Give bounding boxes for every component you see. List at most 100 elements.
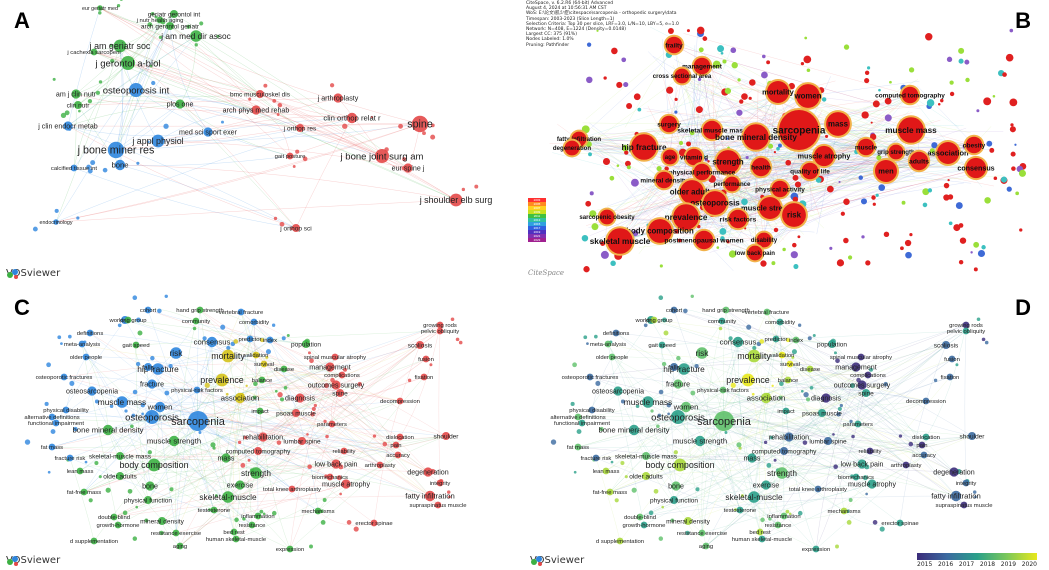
node-low-back-pain: low back pain (841, 459, 884, 469)
node-label: arthroplasty (365, 463, 396, 469)
edge (263, 363, 441, 484)
minor-node (164, 390, 170, 396)
node-circle (684, 517, 692, 525)
minor-node (199, 21, 204, 26)
edge (681, 75, 800, 173)
node-label: j am med dir assoc (160, 31, 231, 41)
edge (595, 457, 621, 542)
edge (179, 358, 427, 547)
node-circle (70, 164, 78, 172)
minor-node (150, 12, 155, 16)
minor-node (429, 363, 433, 367)
edge (753, 355, 779, 526)
minor-node (262, 512, 266, 516)
node-hip-fracture: hip fracture (137, 363, 179, 375)
node-label: spinal muscular atrophy (304, 355, 366, 361)
node-circle (158, 517, 166, 525)
node-label: body composition (119, 460, 188, 470)
node-surgery: surgery (657, 113, 681, 135)
edge (685, 321, 781, 408)
edge (639, 450, 785, 518)
minor-node (586, 42, 592, 47)
edge (149, 420, 199, 487)
edge (668, 120, 772, 125)
edge (607, 343, 681, 466)
edge (737, 341, 763, 540)
node-label: human skeletal-muscle (206, 537, 267, 543)
edge (753, 488, 819, 498)
edge (221, 379, 241, 486)
minor-node (616, 164, 620, 167)
node-label: falls (142, 364, 154, 371)
node-parameters: parameters (843, 420, 873, 428)
edge (589, 376, 907, 466)
minor-node (736, 109, 743, 116)
minor-node (734, 508, 737, 512)
node-circle (346, 112, 358, 124)
edge (255, 450, 345, 474)
node-label: spinal muscular atrophy (830, 355, 892, 361)
edge (725, 309, 755, 498)
node-skeletal-muscle-mass: skeletal-muscle mass (615, 452, 678, 460)
node-bone-mineral-density: bone mineral density (73, 424, 144, 436)
edge (159, 406, 399, 456)
node-circle (295, 393, 305, 403)
edge (673, 366, 965, 506)
minor-node (769, 435, 774, 440)
edge (438, 330, 441, 484)
minor-node (271, 510, 277, 516)
minor-node (430, 134, 436, 140)
edge (99, 7, 421, 125)
minor-node (233, 339, 239, 344)
node-pelvic-obliquity: pelvic obliquity (421, 327, 459, 335)
node-label: prevalence (200, 375, 243, 385)
minor-node (57, 335, 62, 340)
edge (753, 338, 777, 498)
node-label: consensus (720, 338, 757, 347)
node-aging: aging (173, 542, 187, 550)
node-core (801, 162, 819, 180)
node-risk: risk (780, 201, 808, 229)
edge (119, 45, 261, 95)
minor-node (370, 115, 374, 119)
node-label: degeneration (407, 468, 448, 476)
node-label: validation (244, 353, 269, 359)
node-prevalence: prevalence (200, 373, 244, 387)
node-physical-disability: physical disability (43, 406, 89, 414)
edge (608, 179, 665, 216)
node-impact: impact (777, 407, 795, 415)
minor-node (785, 159, 792, 166)
node-circle (156, 16, 164, 24)
edge (173, 440, 291, 550)
edge (795, 339, 957, 497)
edge (591, 409, 863, 465)
edge (577, 401, 649, 418)
edge (571, 100, 790, 149)
edge (815, 454, 925, 550)
edge (157, 338, 251, 370)
node-label: lean mass (67, 469, 94, 475)
node-fatty-infiltration: fatty infiltration (931, 490, 981, 502)
minor-node (1005, 53, 1014, 62)
minor-node (243, 435, 248, 440)
node-label: lean mass (593, 469, 620, 475)
edge (653, 319, 869, 376)
minor-node (776, 146, 780, 151)
edge (605, 416, 679, 472)
node-eur-geriatr-med: eur geriatr med (82, 5, 118, 12)
edge (577, 440, 701, 449)
edge (609, 376, 951, 493)
minor-node (908, 441, 914, 447)
edge (785, 410, 817, 550)
edge (89, 332, 331, 478)
edge (807, 95, 921, 109)
node-circle (252, 351, 260, 359)
minor-node (883, 381, 888, 387)
edge (93, 51, 257, 111)
minor-node (307, 464, 312, 469)
node-circle (48, 413, 56, 421)
minor-node (782, 247, 786, 252)
node-core (909, 151, 929, 171)
edge (67, 125, 209, 137)
node-label: med sci sport exer (179, 128, 238, 136)
